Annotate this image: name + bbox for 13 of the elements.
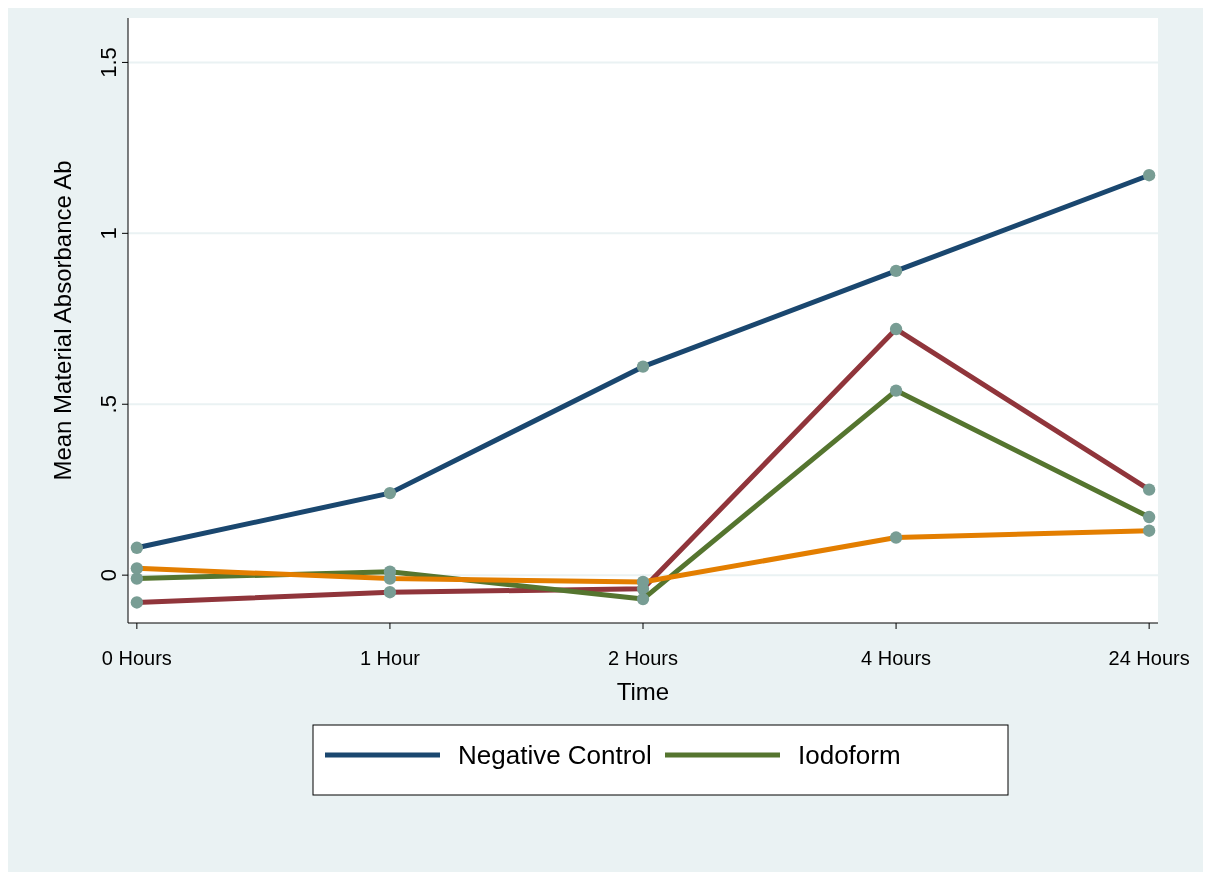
legend-label: Negative Control: [458, 740, 652, 770]
y-axis-title: Mean Material Absorbance Ab: [49, 160, 76, 481]
y-tick-label: 1: [96, 227, 121, 240]
y-tick-label: 0: [96, 569, 121, 582]
x-tick-label: 24 Hours: [1108, 647, 1190, 669]
y-tick-label: 1.5: [96, 47, 121, 78]
y-tick-label: .5: [96, 395, 121, 414]
legend-label: Iodoform: [798, 740, 901, 770]
x-tick-label: 2 Hours: [607, 647, 679, 669]
x-tick-label: 1 Hour: [359, 647, 421, 669]
x-axis-title: Time: [616, 678, 670, 705]
x-tick-label: 4 Hours: [861, 647, 932, 669]
x-tick-label: 0 Hours: [101, 647, 172, 669]
